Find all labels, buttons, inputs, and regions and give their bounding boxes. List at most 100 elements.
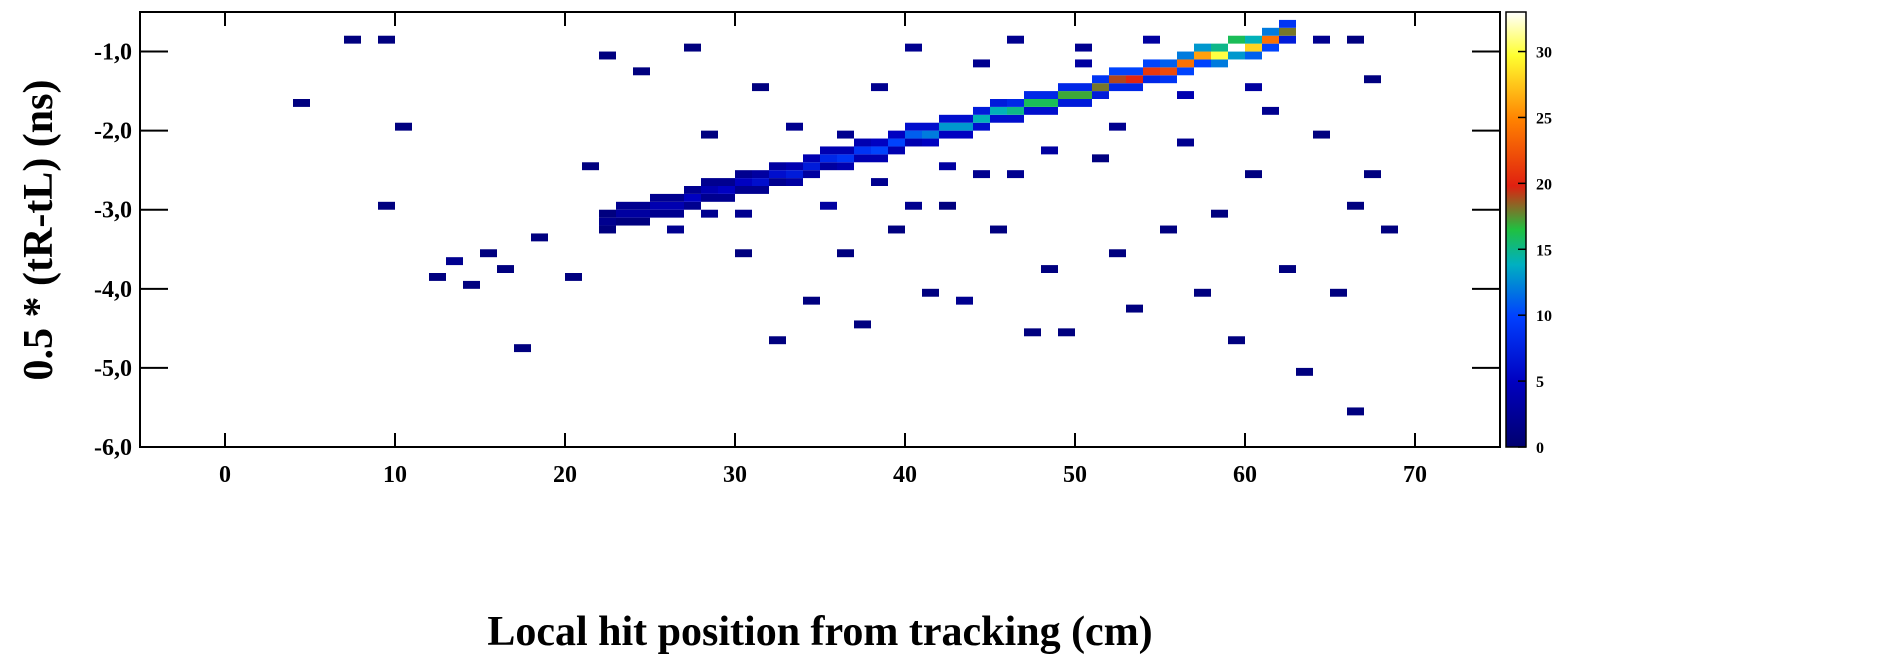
heatmap-cell — [1143, 75, 1160, 84]
heatmap-cell — [344, 35, 361, 44]
colorbar-tick-label: 0 — [1536, 440, 1544, 457]
heatmap-cell — [565, 273, 582, 281]
heatmap-cell — [463, 280, 480, 289]
heatmap-cell — [1194, 43, 1211, 52]
heatmap-cell — [1075, 83, 1092, 92]
heatmap-cell — [990, 99, 1007, 107]
heatmap-cell — [1364, 170, 1381, 179]
heatmap-cell — [1262, 106, 1279, 115]
heatmap-cell — [1007, 35, 1024, 44]
heatmap-cell — [1245, 170, 1262, 179]
heatmap-cell — [905, 201, 922, 210]
x-axis-title: Local hit position from tracking (cm) — [487, 609, 1152, 655]
heatmap-cell — [1160, 67, 1177, 76]
heatmap-cell — [1228, 336, 1245, 345]
heatmap-cell — [1279, 27, 1296, 36]
heatmap-cell — [1109, 67, 1126, 76]
heatmap-cell — [735, 209, 752, 218]
heatmap-cell — [599, 209, 616, 218]
heatmap-cell — [735, 249, 752, 258]
heatmap-cell — [1177, 138, 1194, 147]
heatmap-cell — [922, 122, 939, 131]
heatmap-cell — [1262, 27, 1279, 36]
heatmap-cell — [531, 233, 548, 242]
heatmap-cell — [1109, 122, 1126, 131]
heatmap-cell — [1058, 99, 1075, 107]
colorbar-tick-label: 15 — [1536, 242, 1552, 259]
heatmap-cell — [769, 162, 786, 171]
heatmap-cell — [990, 106, 1007, 115]
heatmap-cell — [718, 178, 735, 186]
heatmap-cell — [939, 162, 956, 171]
heatmap-cell — [973, 59, 990, 68]
heatmap-cell — [1279, 19, 1296, 28]
heatmap-cell — [1211, 43, 1228, 52]
heatmap-cell — [837, 154, 854, 163]
heatmap-cell — [820, 162, 837, 171]
heatmap-cell — [616, 201, 633, 210]
heatmap-cell — [803, 296, 820, 305]
heatmap-cell — [1007, 170, 1024, 179]
heatmap-cell — [854, 320, 871, 329]
heatmap-cell — [1075, 91, 1092, 99]
heatmap-cell — [701, 193, 718, 202]
heatmap-cell — [1075, 43, 1092, 52]
heatmap-cell — [616, 217, 633, 226]
y-tick-label: -2,0 — [94, 119, 132, 145]
heatmap-cell — [837, 130, 854, 139]
heatmap-cell — [973, 170, 990, 179]
colorbar-tick-label: 30 — [1536, 45, 1552, 62]
heatmap-cell — [735, 186, 752, 194]
heatmap-cell — [1024, 91, 1041, 99]
heatmap-cell — [1126, 75, 1143, 84]
heatmap-cell — [1194, 288, 1211, 297]
heatmap-cell — [769, 170, 786, 179]
heatmap-cell — [429, 273, 446, 281]
x-tick-label: 50 — [1063, 462, 1087, 488]
heatmap-cell — [956, 114, 973, 123]
colorbar-tick-label: 25 — [1536, 110, 1552, 127]
heatmap-cell — [1228, 43, 1245, 52]
heatmap-cell — [871, 178, 888, 186]
heatmap-cell — [871, 83, 888, 92]
heatmap-cell — [888, 130, 905, 139]
heatmap-cell — [837, 249, 854, 258]
heatmap-cell — [956, 130, 973, 139]
heatmap-cell — [446, 257, 463, 266]
heatmap-cell — [990, 225, 1007, 234]
heatmap-cell — [1194, 59, 1211, 68]
heatmap-cell — [888, 225, 905, 234]
heatmap-cell — [752, 178, 769, 186]
heatmap-cell — [786, 178, 803, 186]
heatmap-cell — [1160, 75, 1177, 84]
heatmap-cell — [1041, 91, 1058, 99]
heatmap-cell — [1041, 106, 1058, 115]
heatmap-cell — [1126, 67, 1143, 76]
heatmap-cell — [1296, 367, 1313, 376]
heatmap-cell — [1092, 154, 1109, 163]
heatmap-cell — [1211, 51, 1228, 60]
heatmap-cell — [1041, 265, 1058, 273]
heatmap-cell — [378, 35, 395, 44]
heatmap-cell — [633, 201, 650, 210]
heatmap-cell — [769, 178, 786, 186]
colorbar — [1505, 11, 1527, 448]
heatmap-cell — [803, 154, 820, 163]
heatmap-cell — [956, 296, 973, 305]
heatmap-cell — [701, 186, 718, 194]
heatmap-cell — [1092, 75, 1109, 84]
heatmap-cell — [667, 225, 684, 234]
heatmap-cell — [735, 170, 752, 179]
heatmap-cell — [1330, 288, 1347, 297]
y-tick-label: -6,0 — [94, 435, 132, 461]
heatmap-cell — [786, 170, 803, 179]
heatmap-cell — [599, 217, 616, 226]
heatmap-cell — [837, 146, 854, 155]
heatmap-cell — [1007, 106, 1024, 115]
heatmap-cell — [888, 146, 905, 155]
heatmap-cell — [837, 162, 854, 171]
heatmap-cell — [1347, 201, 1364, 210]
heatmap-cell — [1177, 59, 1194, 68]
heatmap-cell — [1313, 35, 1330, 44]
heatmap-cell — [378, 201, 395, 210]
